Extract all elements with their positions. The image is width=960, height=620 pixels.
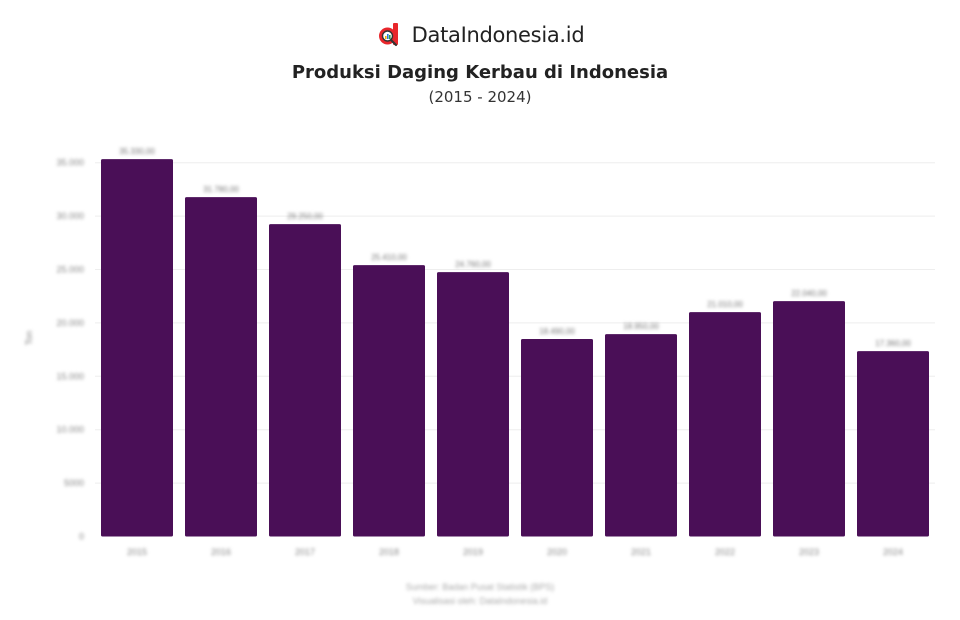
x-tick-label: 2015 [127, 547, 147, 557]
bar-2015[interactable] [101, 159, 173, 537]
x-tick-label: 2021 [631, 547, 651, 557]
credit-note: Visualisasi oleh: DataIndonesia.id [412, 596, 548, 606]
bar-2023[interactable] [773, 301, 845, 537]
x-tick-label: 2016 [211, 547, 231, 557]
x-tick-label: 2019 [463, 547, 483, 557]
value-labels: 35.330,00 31.780,00 29.250,00 25.410,00 24.7… [119, 147, 911, 348]
bar-2021[interactable] [605, 334, 677, 537]
chart-title: Produksi Daging Kerbau di Indonesia [291, 62, 669, 83]
x-tick-label: 2023 [799, 547, 819, 557]
y-tick-label: 35.000 [56, 158, 84, 168]
y-tick-label: 30.000 [56, 211, 84, 221]
bar-2019[interactable] [437, 272, 509, 537]
x-axis: 2015 2016 2017 2018 2019 2020 2021 2022 2023 2024 [127, 547, 903, 557]
brand: DataIndonesia.id [376, 20, 585, 50]
y-tick-label: 0 [79, 532, 84, 542]
bars [101, 159, 929, 537]
bar-value-label: 35.330,00 [119, 147, 155, 156]
bar-value-label: 22.040,00 [791, 289, 827, 298]
x-tick-label: 2024 [883, 547, 903, 557]
bar-2018[interactable] [353, 265, 425, 537]
chart-subtitle: (2015 - 2024) [428, 88, 532, 106]
y-axis-label: Ton [24, 331, 34, 346]
x-tick-label: 2017 [295, 547, 315, 557]
source-note: Sumber: Badan Pusat Statistik (BPS) [405, 582, 555, 592]
bar-2020[interactable] [521, 339, 593, 537]
y-tick-label: 15.000 [56, 371, 84, 381]
y-tick-label: 5000 [64, 478, 84, 488]
bar-value-label: 17.360,00 [875, 339, 911, 348]
chart-footer: Sumber: Badan Pusat Statistik (BPS) Visu… [0, 580, 960, 608]
bar-2024[interactable] [857, 351, 929, 537]
bar-value-label: 21.010,00 [707, 300, 743, 309]
x-tick-label: 2020 [547, 547, 567, 557]
bar-2016[interactable] [185, 197, 257, 537]
y-tick-label: 10.000 [56, 425, 84, 435]
chart-header: DataIndonesia.id [0, 20, 960, 53]
bar-value-label: 24.760,00 [455, 260, 491, 269]
bar-value-label: 25.410,00 [371, 253, 407, 262]
bar-value-label: 18.950,00 [623, 322, 659, 331]
dataindonesia-logo-icon [378, 23, 398, 47]
bar-2022[interactable] [689, 312, 761, 537]
y-tick-label: 20.000 [56, 318, 84, 328]
bar-value-label: 31.780,00 [203, 185, 239, 194]
bar-value-label: 18.490,00 [539, 327, 575, 336]
brand-name: DataIndonesia.id [411, 23, 585, 47]
y-axis: 0 5000 10.000 15.000 20.000 25.000 30.000 35.00… [56, 158, 84, 542]
bar-value-label: 29.250,00 [287, 212, 323, 221]
y-tick-label: 25.000 [56, 265, 84, 275]
bar-2017[interactable] [269, 224, 341, 537]
x-tick-label: 2018 [379, 547, 399, 557]
x-tick-label: 2022 [715, 547, 735, 557]
